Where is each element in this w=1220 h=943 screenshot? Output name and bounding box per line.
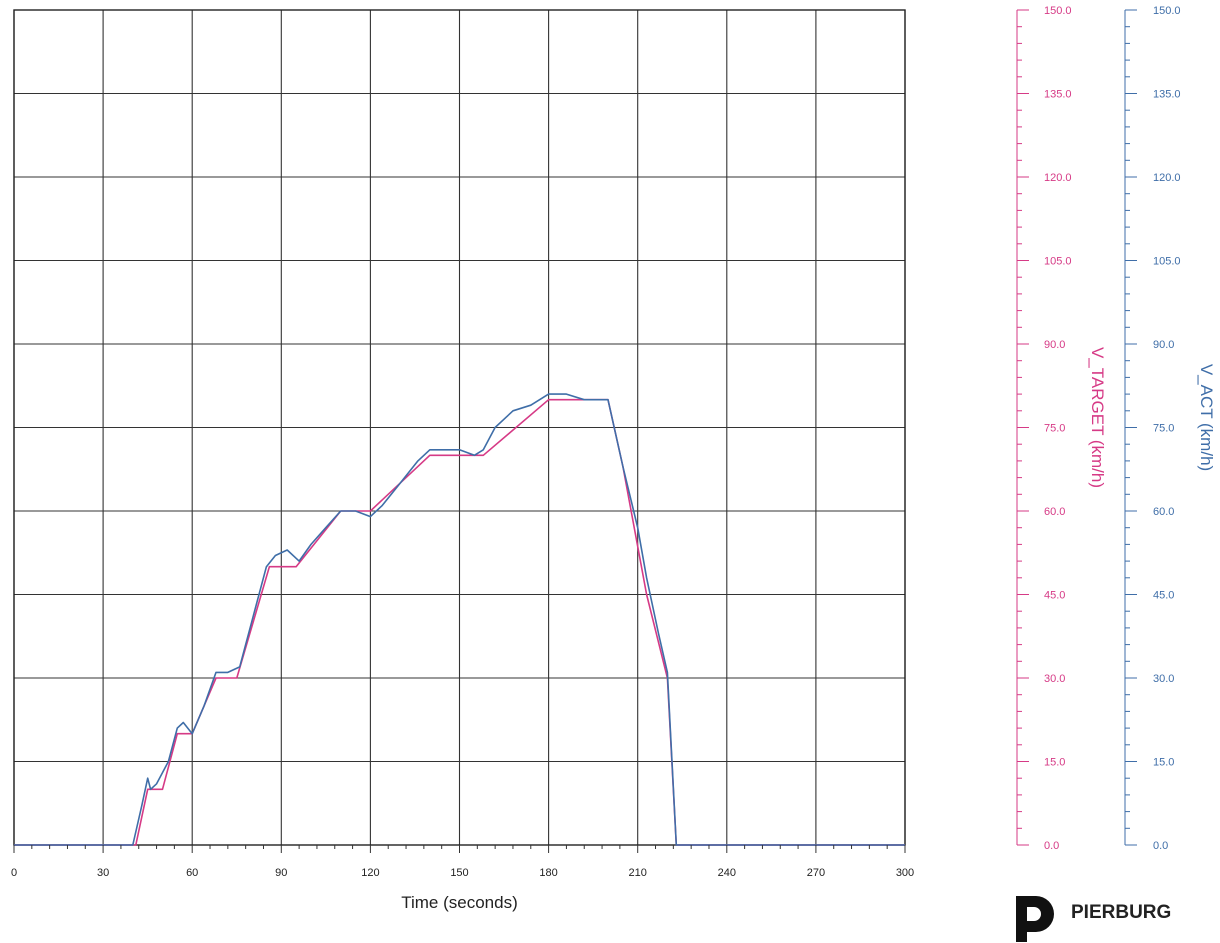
y-axes: 0.0 15.0 30.0 45.0 60.0 75.0 90.0 105.0 120.0 135… — [1016, 5, 1216, 852]
x-tick-label: 0 — [11, 867, 17, 879]
x-tick-label: 300 — [896, 867, 914, 879]
y-tick-label-act: 30.0 — [1153, 673, 1174, 685]
y-axis-act: 0.0 15.0 30.0 45.0 60.0 75.0 90.0 105.0 120.0 135… — [1124, 5, 1216, 852]
x-tick-label: 30 — [97, 867, 109, 879]
x-tick-label: 240 — [718, 867, 736, 879]
x-tick-label: 120 — [361, 867, 379, 879]
x-tick-label: 150 — [450, 867, 468, 879]
x-tick-label: 180 — [539, 867, 557, 879]
y-tick-label-target: 60.0 — [1044, 506, 1065, 518]
x-axis-title: Time (seconds) — [401, 893, 518, 912]
x-tick-label: 210 — [629, 867, 647, 879]
y-tick-label-target: 120.0 — [1044, 172, 1072, 184]
y-tick-label-target: 15.0 — [1044, 757, 1065, 769]
y-tick-label-target: 135.0 — [1044, 89, 1072, 101]
y-tick-label-target: 90.0 — [1044, 339, 1065, 351]
brand-logo: PIERBURG — [1016, 896, 1171, 942]
brand-name: PIERBURG — [1071, 902, 1171, 923]
y-tick-label-act: 105.0 — [1153, 256, 1181, 268]
y-tick-label-act: 15.0 — [1153, 757, 1174, 769]
series-line-v-act — [14, 393, 905, 846]
y-tick-label-act: 45.0 — [1153, 590, 1174, 602]
y-tick-label-target: 30.0 — [1044, 673, 1065, 685]
y-tick-label-target: 105.0 — [1044, 256, 1072, 268]
y-axis-title-target: V_TARGET (km/h) — [1088, 347, 1107, 488]
y-axis-title-act: V_ACT (km/h) — [1197, 364, 1216, 471]
y-tick-label-target: 150.0 — [1044, 5, 1072, 17]
x-tick-label: 270 — [807, 867, 825, 879]
y-tick-label-target: 45.0 — [1044, 590, 1065, 602]
series-layer — [14, 393, 905, 846]
x-axis: 0 30 60 90 120 150 180 210 240 270 300 — [11, 845, 914, 879]
grid — [13, 9, 906, 846]
x-tick-label: 60 — [186, 867, 198, 879]
pierburg-logo-icon — [1016, 896, 1054, 942]
y-tick-label-act: 150.0 — [1153, 5, 1181, 17]
y-tick-label-act: 0.0 — [1153, 840, 1168, 852]
y-tick-label-act: 90.0 — [1153, 339, 1174, 351]
y-tick-label-act: 120.0 — [1153, 172, 1181, 184]
y-tick-label-target: 75.0 — [1044, 423, 1065, 435]
y-tick-label-target: 0.0 — [1044, 840, 1059, 852]
y-tick-label-act: 75.0 — [1153, 423, 1174, 435]
x-tick-label: 90 — [275, 867, 287, 879]
series-line-v-target — [14, 398, 905, 846]
y-tick-label-act: 60.0 — [1153, 506, 1174, 518]
y-tick-label-act: 135.0 — [1153, 89, 1181, 101]
y-axis-target: 0.0 15.0 30.0 45.0 60.0 75.0 90.0 105.0 120.0 135… — [1016, 5, 1107, 852]
